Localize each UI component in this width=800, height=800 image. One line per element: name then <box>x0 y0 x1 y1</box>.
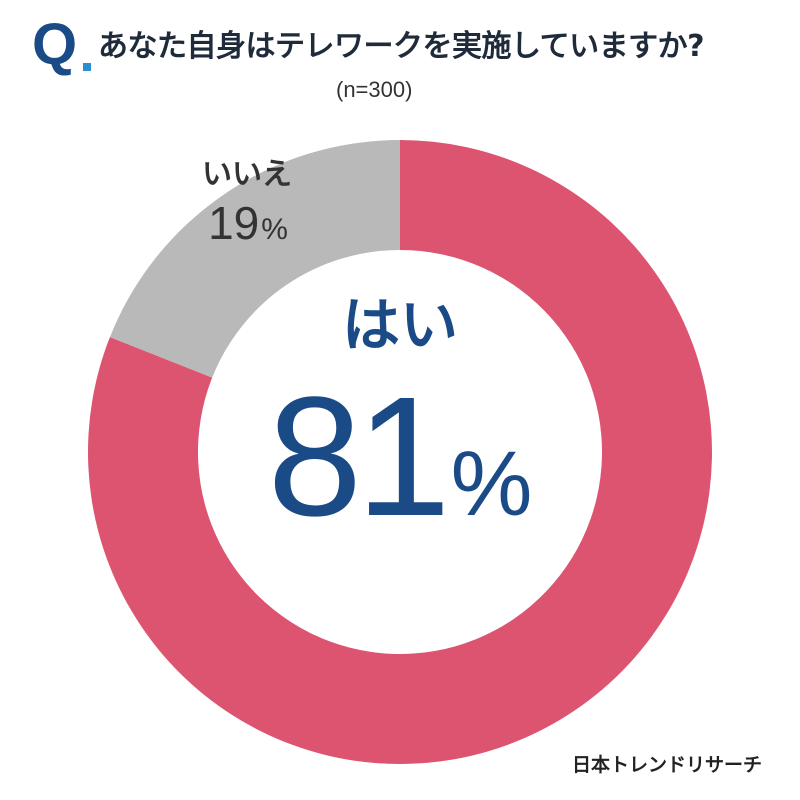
yes-value: 81% <box>250 372 550 542</box>
sample-size: (n=300) <box>336 77 413 102</box>
source-credit: 日本トレンドリサーチ <box>571 754 762 776</box>
yes-label: はい <box>341 291 458 359</box>
question-title: あなた自身はテレワークを実施していますか? <box>98 29 705 64</box>
donut-slice-no <box>109 140 401 378</box>
no-label: いいえ <box>202 157 292 192</box>
yes-value-unit: % <box>450 433 533 535</box>
q-mark-dot <box>83 63 91 71</box>
no-value-unit: % <box>261 213 288 246</box>
donut-slice-yes <box>87 140 712 764</box>
no-value-number: 19 <box>208 197 260 249</box>
yes-value-number: 81 <box>267 362 451 552</box>
no-value: 19% <box>188 200 308 246</box>
q-mark: Q <box>32 12 78 77</box>
